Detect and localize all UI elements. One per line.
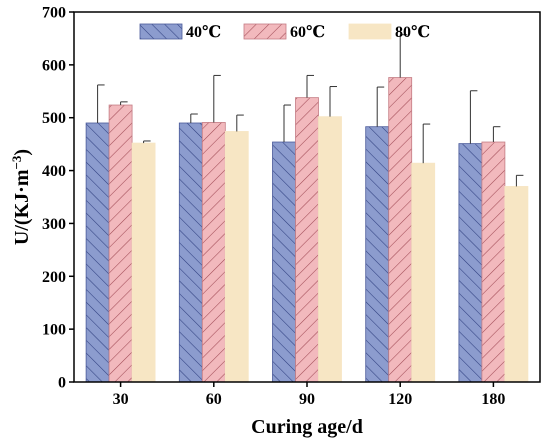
y-tick-label: 200 [42, 269, 66, 286]
bar-80℃-120 [411, 162, 436, 383]
y-tick-label: 400 [42, 163, 66, 180]
y-axis-title: U/(KJ·m−3) [9, 149, 34, 245]
y-tick-label: 300 [42, 216, 66, 233]
x-tick-label: 30 [113, 391, 129, 408]
x-axis: 30 60 90 120 180 [113, 382, 505, 408]
bars-layer [85, 77, 529, 383]
x-axis-title: Curing age/d [251, 416, 363, 438]
legend-label-60℃: 60℃ [290, 24, 325, 41]
bar-80℃-180 [504, 186, 529, 383]
bar-80℃-90 [318, 116, 342, 383]
legend-swatch-80℃ [348, 23, 392, 40]
bar-80℃-30 [131, 142, 156, 383]
legend-swatch-60℃ [243, 23, 287, 40]
legend-label-80℃: 80℃ [395, 24, 430, 41]
x-tick-label: 60 [206, 391, 222, 408]
bar-60℃-180 [481, 141, 506, 383]
bar-40℃-180 [458, 143, 483, 383]
y-tick-label: 500 [42, 110, 66, 127]
y-axis-title-main: U/(KJ·m [11, 169, 33, 245]
bar-60℃-60 [201, 122, 226, 383]
bar-40℃-120 [365, 126, 390, 383]
bar-60℃-30 [108, 104, 133, 383]
bar-40℃-90 [272, 141, 296, 383]
y-tick-label: 100 [42, 322, 66, 339]
y-axis: 0 100 200 300 400 500 600 700 [42, 5, 74, 392]
bar-40℃-30 [85, 122, 110, 383]
error-bars-layer [97, 34, 524, 187]
legend: 40℃ 60℃ 80℃ [139, 23, 430, 41]
x-tick-label: 90 [299, 391, 315, 408]
x-tick-label: 120 [388, 391, 412, 408]
x-tick-label: 180 [481, 391, 505, 408]
bar-40℃-60 [178, 122, 203, 383]
legend-swatch-40℃ [139, 23, 183, 40]
bar-60℃-120 [388, 77, 413, 383]
y-axis-title-superscript: −3 [9, 155, 24, 169]
y-tick-label: 0 [58, 375, 66, 392]
y-axis-title-close: ) [11, 149, 33, 156]
bar-60℃-90 [295, 97, 319, 383]
bar-80℃-60 [224, 131, 249, 383]
legend-label-40℃: 40℃ [186, 24, 221, 41]
y-tick-label: 700 [42, 5, 66, 22]
y-tick-label: 600 [42, 57, 66, 74]
